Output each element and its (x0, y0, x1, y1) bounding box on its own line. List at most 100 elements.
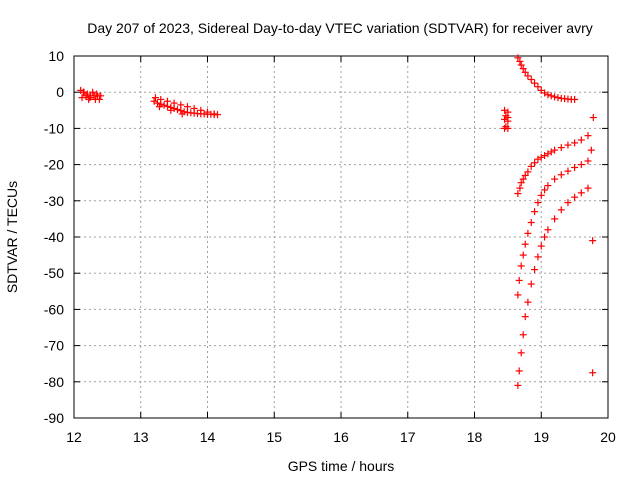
y-tick-label: -80 (44, 374, 64, 390)
data-point (214, 111, 222, 119)
chart-title: Day 207 of 2023, Sidereal Day-to-day VTE… (87, 20, 593, 36)
data-point (151, 94, 159, 102)
data-point (501, 115, 509, 123)
data-point (544, 182, 552, 190)
x-tick-label: 17 (400, 429, 416, 445)
data-point (534, 155, 542, 163)
data-point (544, 150, 552, 158)
data-point (204, 108, 211, 116)
data-point (531, 159, 539, 167)
series-cluster-12h (77, 86, 105, 103)
data-point (155, 103, 163, 111)
data-point (501, 106, 509, 114)
y-tick-label: 0 (56, 84, 64, 100)
data-point (521, 313, 529, 321)
data-point (544, 91, 552, 99)
data-point (584, 157, 592, 165)
data-point (577, 189, 585, 197)
data-point (547, 148, 555, 156)
data-point (521, 171, 529, 179)
data-point (571, 95, 579, 103)
gridlines (74, 56, 608, 418)
data-point (153, 99, 161, 107)
y-tick-label: -30 (44, 193, 64, 209)
data-point (534, 253, 542, 261)
data-point (571, 163, 579, 171)
data-point (521, 240, 529, 248)
data-point (524, 229, 532, 237)
series-cluster-13h (150, 94, 222, 119)
data-point (547, 92, 555, 100)
data-point (515, 276, 523, 284)
data-point (517, 349, 525, 357)
data-point (557, 206, 565, 214)
data-point (527, 76, 535, 84)
data-point (587, 146, 595, 154)
data-point (541, 152, 549, 160)
data-point (577, 161, 585, 169)
data-point (551, 146, 559, 154)
data-point (534, 199, 542, 207)
data-point (173, 106, 181, 114)
data-point (531, 266, 539, 274)
data-point (86, 94, 94, 102)
data-point (514, 54, 522, 62)
data-point (178, 110, 186, 118)
data-point (514, 381, 522, 389)
data-point (93, 90, 101, 98)
data-point (524, 168, 532, 176)
data-point (504, 117, 512, 125)
data-point (519, 251, 527, 259)
data-point (514, 190, 522, 198)
data-point (516, 57, 524, 65)
data-point (571, 139, 579, 147)
data-point (531, 79, 539, 87)
data-point (167, 106, 175, 114)
data-point (537, 242, 545, 250)
data-point (515, 367, 523, 375)
data-point (589, 114, 597, 122)
series-cluster-18.5h (501, 106, 512, 132)
axis-ticks: 12 13 14 15 16 17 18 19 20 10 0 -10 -20 -30 -40 -50 -60 -… (44, 48, 616, 445)
data-point (95, 95, 103, 103)
data-point (551, 215, 559, 223)
data-point (163, 97, 171, 105)
data-point (170, 99, 178, 107)
y-tick-label: -40 (44, 229, 64, 245)
data-point (541, 186, 549, 194)
data-point (554, 94, 562, 102)
data-point (527, 219, 535, 227)
y-tick-label: -90 (44, 410, 64, 426)
series-arc-lowest (514, 184, 592, 389)
data-point (197, 106, 205, 114)
data-point (501, 124, 509, 132)
data-point (157, 95, 165, 103)
data-point (519, 331, 527, 339)
data-point (517, 262, 525, 270)
data-point (524, 72, 532, 80)
data-point (519, 65, 527, 73)
data-point (551, 93, 559, 101)
data-point (564, 199, 572, 207)
data-point (82, 92, 90, 100)
x-axis-label: GPS time / hours (288, 458, 395, 474)
data-point (534, 83, 542, 91)
x-tick-label: 19 (533, 429, 549, 445)
data-point (577, 136, 585, 144)
data-point (571, 193, 579, 201)
data-point (537, 153, 545, 161)
x-tick-label: 20 (600, 429, 616, 445)
data-point (519, 175, 527, 183)
y-tick-label: -50 (44, 265, 64, 281)
data-point (557, 171, 565, 179)
data-point (190, 104, 198, 112)
x-tick-label: 14 (200, 429, 216, 445)
y-axis-label: SDTVAR / TECUs (4, 181, 20, 293)
data-point (531, 208, 539, 216)
data-point (514, 291, 522, 299)
data-point (524, 298, 532, 306)
data-point (584, 132, 592, 140)
data-point (557, 144, 565, 152)
data-point (521, 68, 529, 76)
